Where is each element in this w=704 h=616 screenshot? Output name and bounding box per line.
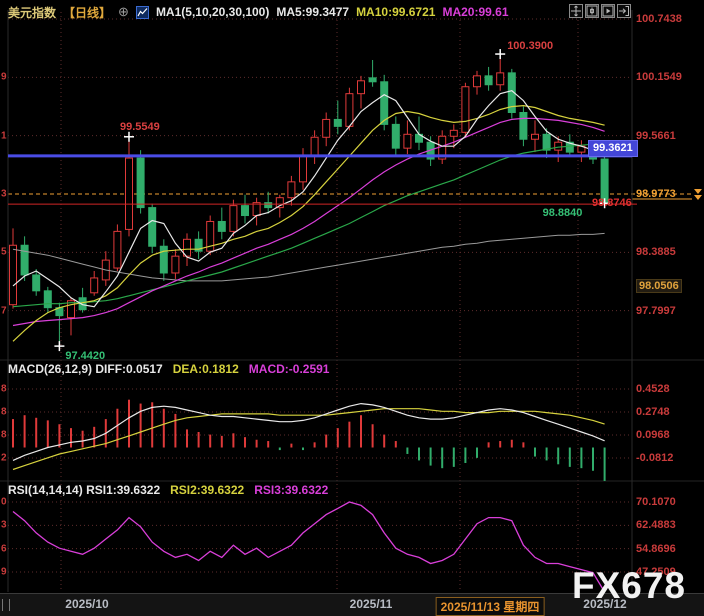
chart-header: 美元指数 【日线】 ⊕ MA1(5,10,20,30,100) MA5:99.3… [0, 0, 568, 24]
watermark: FX678 [572, 565, 687, 606]
macd-title-diff: MACD(26,12,9) DIFF:0.0517 [8, 362, 163, 376]
timeline-handle-icon[interactable] [2, 599, 10, 611]
goto-latest-icon [619, 6, 629, 16]
rsi3-label: RSI3:39.6322 [254, 483, 329, 497]
last-price-tag: 98.8746 [592, 197, 632, 210]
indicator-window-button[interactable] [585, 4, 599, 18]
ma5-value-label: MA5:99.3477 [276, 5, 350, 19]
period-label[interactable]: 【日线】 [63, 5, 112, 20]
ma10-value-label: MA10:99.6721 [356, 5, 436, 19]
mini-chart-icon [135, 5, 149, 19]
rsi2-label: RSI2:39.6322 [170, 483, 245, 497]
pan-tool-button[interactable] [569, 4, 583, 18]
ma20-value-label: MA20:99.61 [442, 5, 509, 19]
page-forward-button[interactable] [601, 4, 615, 18]
chart-toolbar [569, 4, 631, 18]
indicator-icon [586, 5, 598, 17]
symbol-title: 美元指数 [8, 5, 57, 20]
chart-type-icon[interactable] [135, 5, 149, 19]
hline-price-tag[interactable]: 99.3621 [588, 139, 638, 157]
page-forward-icon [602, 5, 614, 17]
date-axis-label: 2025/11 [349, 597, 393, 611]
time-axis[interactable]: 2025/10 2025/11 2025/11/13 星期四 2025/12 [0, 593, 704, 616]
date-axis-label: 2025/10 [65, 597, 109, 611]
expand-icon[interactable]: ⊕ [118, 4, 129, 19]
selected-date-label: 2025/11/13 星期四 [435, 597, 545, 616]
rsi-title-rsi1: RSI(14,14,14) RSI1:39.6322 [8, 483, 161, 497]
macd-macd-label: MACD:-0.2591 [248, 362, 330, 376]
date-axis-label: 2025/12 [583, 597, 627, 611]
pan-icon [571, 5, 581, 17]
macd-panel-header: MACD(26,12,9) DIFF:0.0517 DEA:0.1812 MAC… [8, 362, 329, 376]
macd-dea-label: DEA:0.1812 [172, 362, 239, 376]
goto-latest-button[interactable] [617, 4, 631, 18]
rsi-panel-header: RSI(14,14,14) RSI1:39.6322 RSI2:39.6322 … [8, 483, 328, 497]
ma-settings-label: MA1(5,10,20,30,100) [155, 5, 270, 19]
